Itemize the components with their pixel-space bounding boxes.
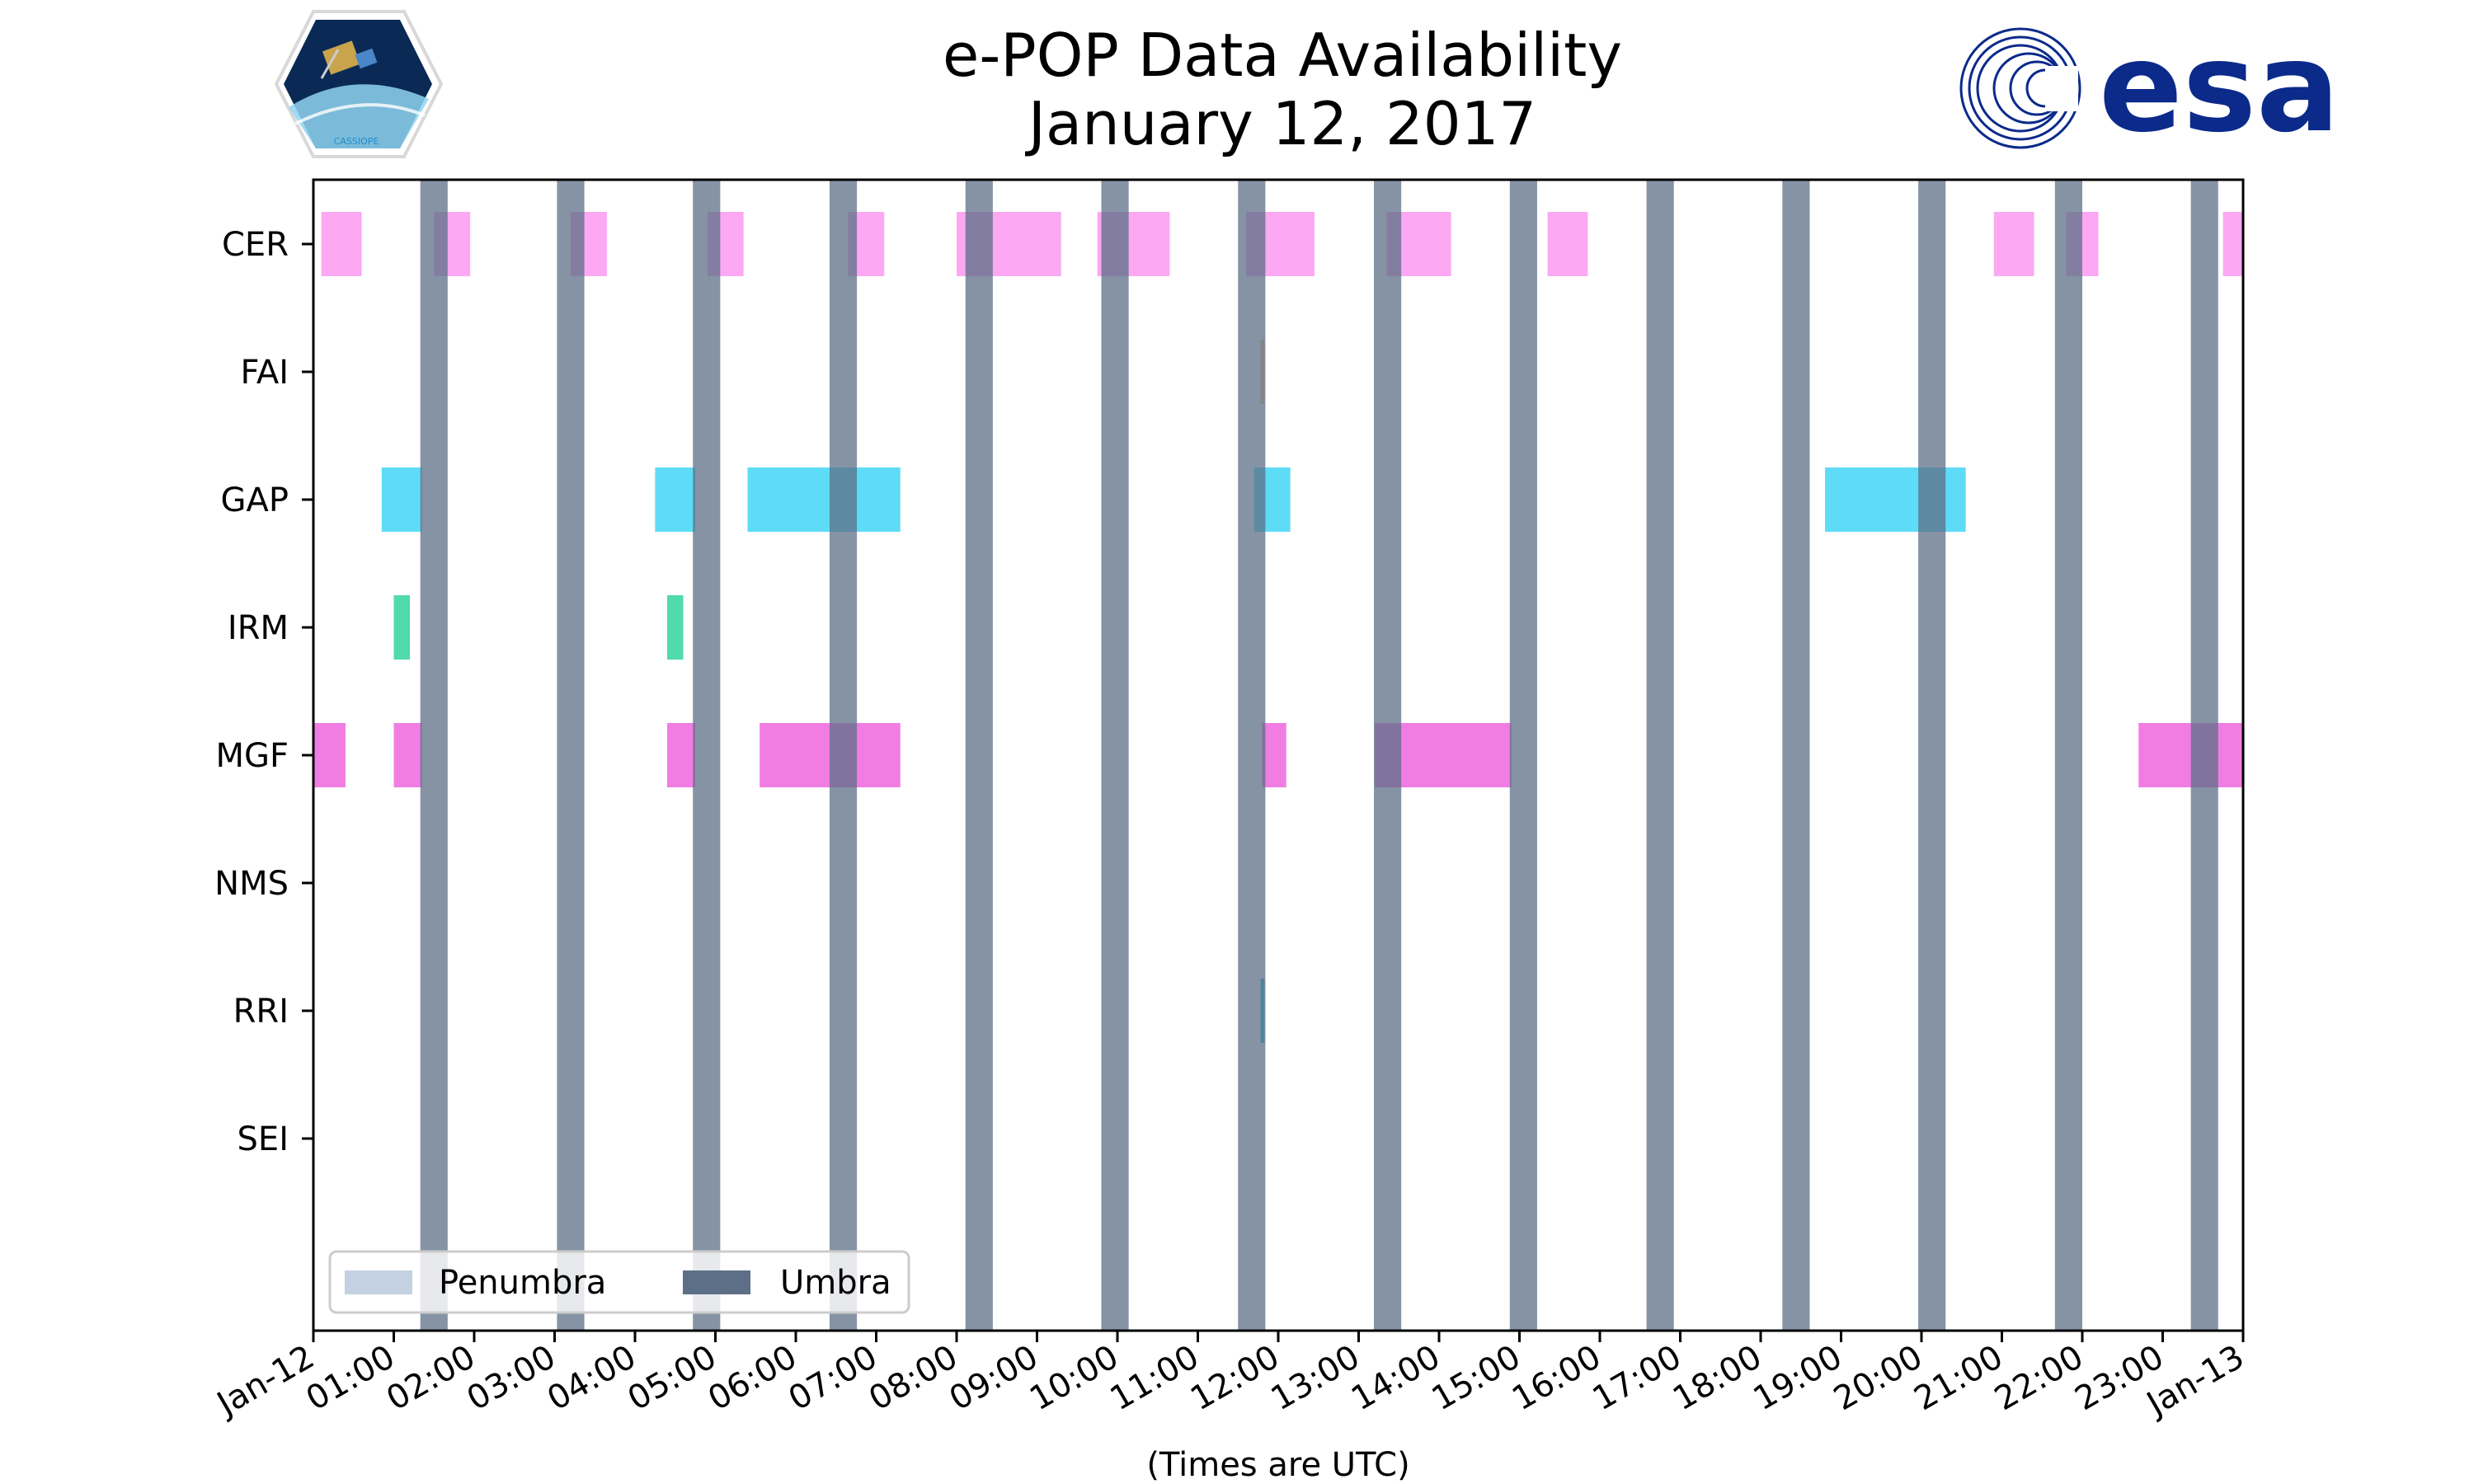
x-axis-label: (Times are UTC): [1146, 1446, 1409, 1484]
cassiope-logo-text: CASSIOPE: [334, 136, 379, 147]
bar-gap-1: [655, 467, 696, 532]
umbra-band-12: [2054, 180, 2082, 1331]
y-tick-label-cer: CER: [222, 226, 289, 264]
bar-mgf-0: [313, 723, 346, 787]
bar-mgf-2: [667, 723, 696, 787]
x-tick-label-5: 05:00: [622, 1338, 723, 1418]
y-tick-label-gap: GAP: [221, 481, 289, 519]
y-tick-label-rri: RRI: [233, 993, 289, 1031]
legend-swatch-umbra: [683, 1270, 750, 1294]
umbra-band-3: [829, 180, 858, 1331]
umbra-band-10: [1782, 180, 1810, 1331]
umbra-band-8: [1509, 180, 1537, 1331]
legend-label-penumbra: Penumbra: [439, 1264, 606, 1302]
x-tick-label-21: 21:00: [1908, 1338, 2010, 1418]
umbra-band-2: [693, 180, 721, 1331]
x-tick-label-6: 06:00: [702, 1338, 803, 1418]
x-tick-label-9: 09:00: [943, 1338, 1045, 1418]
bar-irm-1: [667, 595, 684, 660]
legend: Penumbra Umbra: [328, 1250, 910, 1314]
x-tick-label-0: Jan-12: [209, 1338, 321, 1425]
x-tick-label-20: 20:00: [1827, 1338, 1929, 1418]
x-tick-label-1: 01:00: [300, 1338, 402, 1418]
umbra-band-5: [1101, 180, 1129, 1331]
cassiope-logo: CASSIOPE: [274, 10, 444, 158]
bar-cer-9: [1547, 212, 1588, 276]
esa-logo-text: esa: [2099, 16, 2340, 160]
bar-gap-0: [381, 467, 422, 532]
x-tick-label-12: 12:00: [1184, 1338, 1286, 1418]
umbra-band-1: [557, 180, 585, 1331]
bar-mgf-4: [1262, 723, 1286, 787]
x-tick-label-16: 16:00: [1506, 1338, 1607, 1418]
x-tick-label-17: 17:00: [1587, 1338, 1688, 1418]
x-tick-label-2: 02:00: [380, 1338, 482, 1418]
legend-label-umbra: Umbra: [780, 1264, 891, 1302]
umbra-band-6: [1238, 180, 1266, 1331]
bar-gap-2: [747, 467, 901, 532]
x-tick-label-22: 22:00: [1988, 1338, 2090, 1418]
legend-swatch-penumbra: [345, 1270, 412, 1294]
umbra-band-7: [1374, 180, 1402, 1331]
chart-title-line-2: January 12, 2017: [1025, 89, 1536, 158]
umbra-band-4: [965, 180, 993, 1331]
x-tick-label-18: 18:00: [1667, 1338, 1768, 1418]
umbra-band-0: [420, 180, 448, 1331]
x-tick-label-3: 03:00: [461, 1338, 562, 1418]
bar-cer-10: [1993, 212, 2034, 276]
bar-irm-0: [393, 595, 410, 660]
legend-frame: [328, 1250, 910, 1314]
x-tick-label-11: 11:00: [1104, 1338, 1206, 1418]
x-tick-label-8: 08:00: [863, 1338, 964, 1418]
esa-logo: esa: [1959, 16, 2340, 160]
x-axis: Jan-1201:0002:0003:0004:0005:0006:0007:0…: [209, 1331, 2251, 1425]
x-tick-label-4: 04:00: [541, 1338, 642, 1418]
bar-mgf-1: [393, 723, 422, 787]
y-tick-label-sei: SEI: [238, 1120, 289, 1158]
bar-cer-12: [2222, 212, 2243, 276]
x-tick-label-15: 15:00: [1426, 1338, 1527, 1418]
y-tick-label-irm: IRM: [228, 609, 289, 647]
bar-cer-0: [321, 212, 362, 276]
x-tick-label-19: 19:00: [1747, 1338, 1849, 1418]
x-tick-label-7: 07:00: [783, 1338, 884, 1418]
umbra-bands: [420, 180, 2218, 1331]
x-tick-label-10: 10:00: [1023, 1338, 1125, 1418]
x-tick-label-14: 14:00: [1345, 1338, 1446, 1418]
umbra-band-9: [1646, 180, 1674, 1331]
y-tick-label-mgf: MGF: [215, 737, 289, 775]
chart-title-line-1: e-POP Data Availability: [943, 21, 1622, 90]
y-axis: CER FAI GAP IRM MGF NMS RRI SEI: [214, 226, 313, 1158]
satellite-icon: [320, 40, 378, 79]
x-tick-label-13: 13:00: [1265, 1338, 1366, 1418]
y-tick-label-nms: NMS: [214, 865, 289, 903]
y-tick-label-fai: FAI: [241, 354, 289, 392]
plot-area: CER FAI GAP IRM MGF NMS RRI SEI Jan-1201:0002:0…: [209, 178, 2251, 1425]
umbra-band-13: [2190, 180, 2218, 1331]
umbra-band-11: [1918, 180, 1946, 1331]
